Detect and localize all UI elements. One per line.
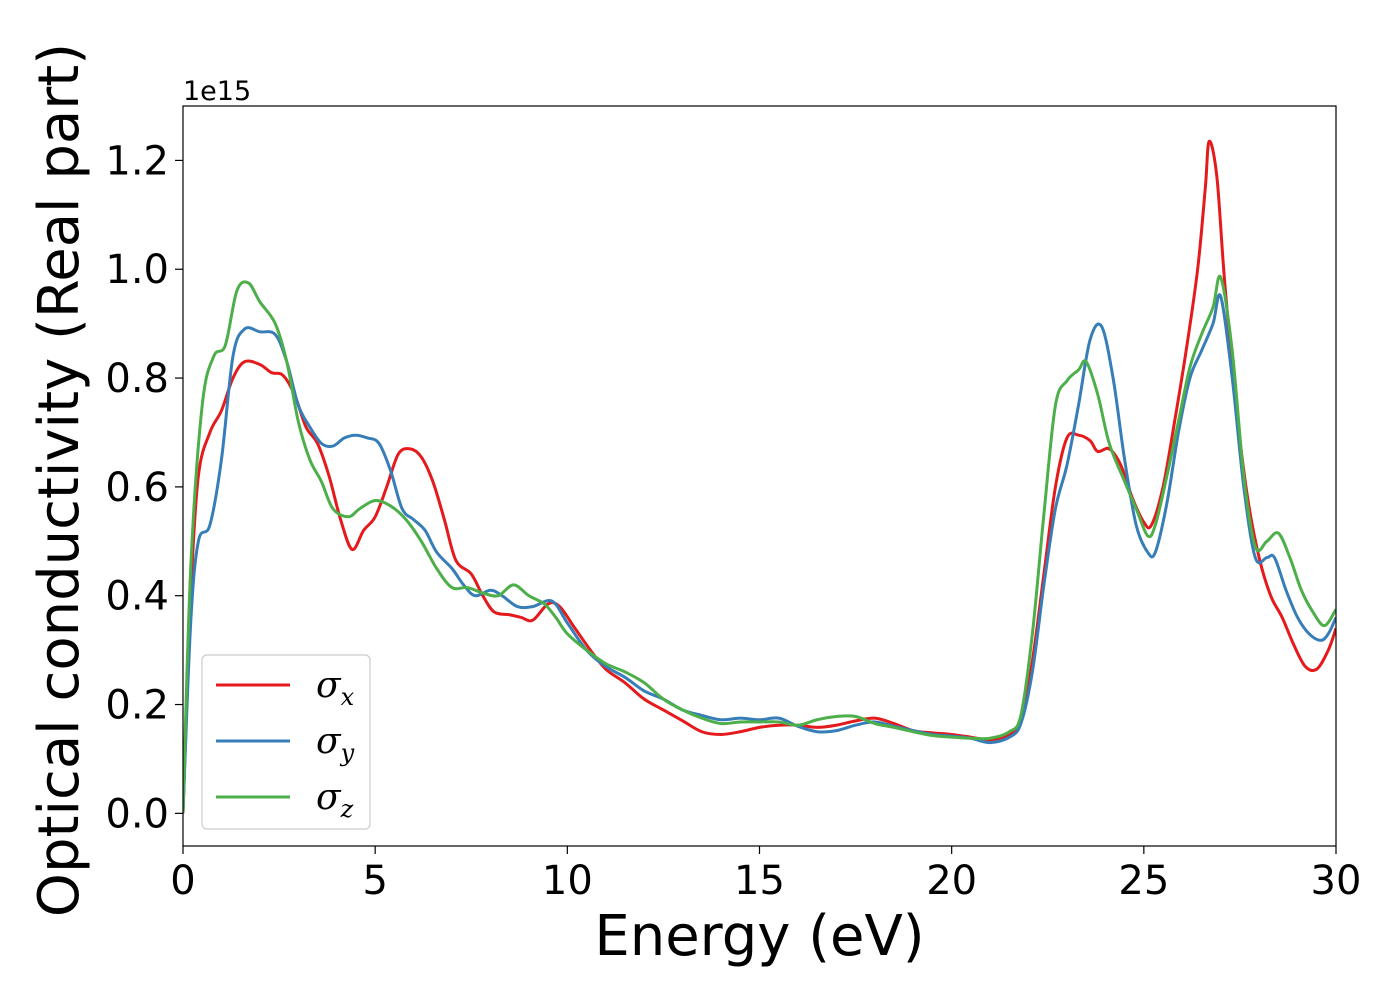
y-tick-label: 0.6	[105, 465, 169, 511]
x-axis-ticks: 0 5 10 15 20 25 30	[170, 846, 1361, 904]
series-line-y	[183, 293, 1336, 814]
series-line-z	[183, 274, 1336, 814]
series-line-x	[183, 139, 1336, 814]
y-tick-label: 0.2	[105, 683, 169, 729]
series-lines	[183, 139, 1336, 814]
legend: σx σy σz	[201, 654, 371, 830]
x-tick-label: 20	[926, 858, 977, 904]
y-tick-label: 0.0	[105, 791, 169, 837]
legend-label: σx	[316, 665, 355, 711]
y-tick-label: 1.2	[105, 138, 169, 184]
x-tick-label: 15	[734, 858, 785, 904]
x-tick-label: 5	[362, 858, 387, 904]
y-axis-label: Optical conductivity (Real part)	[27, 43, 92, 917]
legend-label: σz	[316, 777, 354, 823]
y-tick-label: 0.8	[105, 356, 169, 402]
legend-item-x: σx	[216, 665, 355, 711]
legend-item-z: σz	[216, 777, 354, 823]
x-tick-label: 25	[1118, 858, 1169, 904]
y-axis-ticks: 0.0 0.2 0.4 0.6 0.8 1.0 1.2	[105, 138, 183, 837]
x-tick-label: 0	[170, 858, 195, 904]
x-tick-label: 10	[542, 858, 593, 904]
y-offset-label: 1e15	[183, 76, 251, 107]
x-axis-label: Energy (eV)	[594, 904, 924, 969]
y-tick-label: 0.4	[105, 574, 169, 620]
legend-label: σy	[316, 721, 355, 767]
x-tick-label: 30	[1311, 858, 1362, 904]
legend-item-y: σy	[216, 721, 355, 767]
y-tick-label: 1.0	[105, 247, 169, 293]
